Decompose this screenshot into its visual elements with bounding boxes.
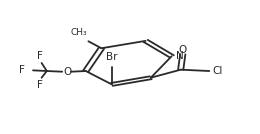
Text: Cl: Cl	[212, 66, 222, 76]
Text: Br: Br	[106, 52, 118, 62]
Text: F: F	[37, 80, 43, 90]
Text: CH₃: CH₃	[71, 28, 87, 37]
Text: O: O	[63, 67, 71, 77]
Text: F: F	[37, 51, 43, 61]
Text: O: O	[179, 45, 187, 55]
Text: F: F	[19, 65, 25, 75]
Text: N: N	[176, 51, 184, 61]
